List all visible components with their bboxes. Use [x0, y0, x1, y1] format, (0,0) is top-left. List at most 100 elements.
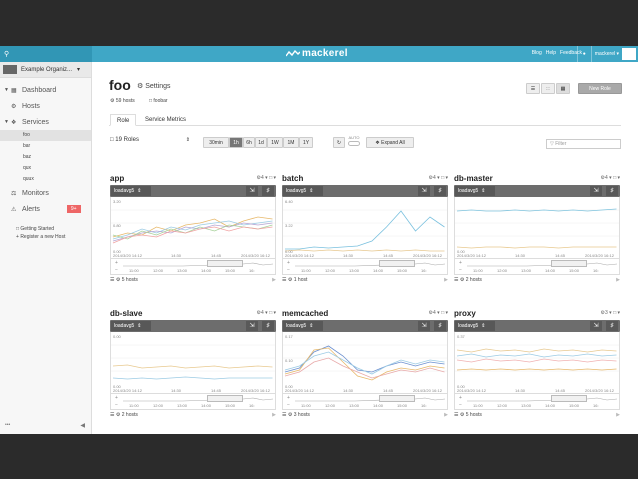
roles-selector[interactable]: □ 19 Roles ⇕: [110, 137, 190, 143]
graph-area[interactable]: 0.00 0.00 2014/3/20 14:12 14:30 14:45 2014/3/…: [110, 332, 276, 394]
expand-graph-icon[interactable]: ⇲: [246, 321, 258, 331]
panel-footer[interactable]: ☰ ⚙ 1 host: [282, 277, 307, 283]
panel-actions[interactable]: ⚙3 ▾ □ ▾: [600, 310, 621, 316]
metric-select[interactable]: loadavg5 ⇕: [455, 321, 495, 331]
filter-input-box[interactable]: ▽ Filter: [546, 139, 621, 149]
collapse-icon[interactable]: ◀: [80, 423, 85, 429]
nav-minus-icon[interactable]: −: [287, 402, 290, 408]
expand-graph-icon[interactable]: ⇲: [590, 186, 602, 196]
nav-range-handle[interactable]: [551, 395, 587, 402]
tab-service-metrics[interactable]: Service Metrics: [145, 117, 187, 123]
range-6h-button[interactable]: 6h: [243, 137, 255, 148]
panel-more-icon[interactable]: ▶: [272, 412, 276, 418]
panel-actions[interactable]: ⚙4 ▾ □ ▾: [600, 175, 621, 181]
panel-more-icon[interactable]: ▶: [444, 412, 448, 418]
metric-select[interactable]: loadavg5 ⇕: [455, 186, 495, 196]
graph-area[interactable]: 0.00 2014/3/20 14:12 14:30 14:45 2014/3/20 1…: [454, 197, 620, 259]
share-icon[interactable]: ♯: [262, 321, 274, 331]
user-avatar[interactable]: [622, 48, 636, 60]
graph-navigator[interactable]: + − 11:00 12:00 13:00 14:00 15:00 16:: [110, 259, 276, 275]
settings-link[interactable]: ⚙ Settings: [137, 83, 171, 90]
graph-area[interactable]: 0.17 0.10 0.00 2014/3/20 14:12 14:30 14:45 201…: [282, 332, 448, 394]
search-icon[interactable]: ⚲: [4, 51, 10, 58]
service-item-quux[interactable]: quux: [23, 176, 34, 182]
expand-graph-icon[interactable]: ⇲: [418, 186, 430, 196]
nav-range-handle[interactable]: [379, 260, 415, 267]
panel-actions[interactable]: ⚙4 ▾ □ ▾: [428, 310, 449, 316]
compact-view-button[interactable]: ∷: [541, 83, 555, 94]
nav-minus-icon[interactable]: −: [459, 267, 462, 273]
range-1d-button[interactable]: 1d: [255, 137, 267, 148]
share-icon[interactable]: ♯: [606, 186, 618, 196]
range-1h-button[interactable]: 1h: [229, 137, 243, 148]
range-1W-button[interactable]: 1W: [267, 137, 283, 148]
nav-plus-icon[interactable]: +: [287, 395, 290, 401]
range-1Y-button[interactable]: 1Y: [299, 137, 313, 148]
role-title[interactable]: db-master: [454, 174, 493, 183]
share-icon[interactable]: ♯: [434, 186, 446, 196]
graph-area[interactable]: 3.20 0.80 0.00 2014/3/20 14:12 14:30 14:45 201…: [110, 197, 276, 259]
panel-more-icon[interactable]: ▶: [444, 277, 448, 283]
hosts-count[interactable]: ⚙ 59 hosts: [110, 98, 135, 104]
service-link[interactable]: □ foobar: [149, 98, 168, 104]
role-title[interactable]: db-slave: [110, 309, 143, 318]
register-host-link[interactable]: + Register a new Host: [16, 234, 66, 240]
user-menu[interactable]: mackerel ▾: [594, 51, 619, 57]
tab-role[interactable]: Role: [110, 114, 137, 126]
expand-all-button[interactable]: ❖ Expand All: [366, 137, 414, 148]
share-icon[interactable]: ♯: [606, 321, 618, 331]
nav-plus-icon[interactable]: +: [115, 395, 118, 401]
panel-footer[interactable]: ☰ ⚙ 5 hosts: [110, 277, 138, 283]
list-view-button[interactable]: ☰: [526, 83, 540, 94]
search-box[interactable]: ⚲: [0, 46, 92, 62]
graph-navigator[interactable]: + − 11:00 12:00 13:00 14:00 15:00 16:: [282, 259, 448, 275]
nav-minus-icon[interactable]: −: [459, 402, 462, 408]
service-item-baz[interactable]: baz: [23, 154, 32, 160]
metric-select[interactable]: loadavg5 ⇕: [111, 186, 151, 196]
service-item-bar[interactable]: bar: [23, 143, 31, 149]
role-title[interactable]: memcached: [282, 309, 329, 318]
nav-plus-icon[interactable]: +: [459, 395, 462, 401]
nav-range-handle[interactable]: [207, 395, 243, 402]
panel-actions[interactable]: ⚙4 ▾ □ ▾: [256, 175, 277, 181]
panel-more-icon[interactable]: ▶: [616, 412, 620, 418]
expand-graph-icon[interactable]: ⇲: [418, 321, 430, 331]
graph-navigator[interactable]: + − 11:00 12:00 13:00 14:00 15:00 16:: [454, 394, 620, 410]
service-item-qux[interactable]: qux: [23, 165, 32, 171]
panel-footer[interactable]: ☰ ⚙ 2 hosts: [110, 412, 138, 418]
nav-plus-icon[interactable]: +: [459, 260, 462, 266]
panel-more-icon[interactable]: ▶: [272, 277, 276, 283]
notification-icon[interactable]: ●: [582, 51, 586, 57]
expand-graph-icon[interactable]: ⇲: [246, 186, 258, 196]
nav-minus-icon[interactable]: −: [287, 267, 290, 273]
range-30min-button[interactable]: 30min: [203, 137, 229, 148]
graph-navigator[interactable]: + − 11:00 12:00 13:00 14:00 15:00 16:: [110, 394, 276, 410]
sidebar-item-services[interactable]: ▼ ❖ Services: [4, 118, 49, 126]
metric-select[interactable]: loadavg5 ⇕: [283, 321, 323, 331]
feedback-link[interactable]: Feedback: [560, 50, 582, 56]
metric-select[interactable]: loadavg5 ⇕: [283, 186, 323, 196]
refresh-button[interactable]: ↻: [333, 137, 345, 148]
metric-select[interactable]: loadavg5 ⇕: [111, 321, 151, 331]
auto-toggle[interactable]: AUTO: [348, 135, 360, 146]
panel-footer[interactable]: ☰ ⚙ 3 hosts: [282, 412, 310, 418]
panel-more-icon[interactable]: ▶: [616, 277, 620, 283]
panel-footer[interactable]: ☰ ⚙ 5 hosts: [454, 412, 482, 418]
expand-graph-icon[interactable]: ⇲: [590, 321, 602, 331]
role-title[interactable]: batch: [282, 174, 304, 183]
nav-minus-icon[interactable]: −: [115, 402, 118, 408]
sidebar-item-monitors[interactable]: ⚖ Monitors: [11, 189, 49, 197]
graph-navigator[interactable]: + − 11:00 12:00 13:00 14:00 15:00 16:: [282, 394, 448, 410]
share-icon[interactable]: ♯: [262, 186, 274, 196]
nav-range-handle[interactable]: [551, 260, 587, 267]
sidebar-item-hosts[interactable]: ⚙ Hosts: [11, 102, 40, 110]
nav-range-handle[interactable]: [379, 395, 415, 402]
sidebar-item-alerts[interactable]: ⚠ Alerts 9+: [0, 201, 91, 217]
org-selector[interactable]: Example Organiz... ▾: [0, 62, 91, 78]
logo[interactable]: mackerel: [286, 48, 348, 59]
role-title[interactable]: proxy: [454, 309, 476, 318]
sidebar-footer[interactable]: •••: [5, 422, 11, 428]
nav-plus-icon[interactable]: +: [115, 260, 118, 266]
share-icon[interactable]: ♯: [434, 321, 446, 331]
service-item-foo[interactable]: foo: [0, 130, 91, 141]
